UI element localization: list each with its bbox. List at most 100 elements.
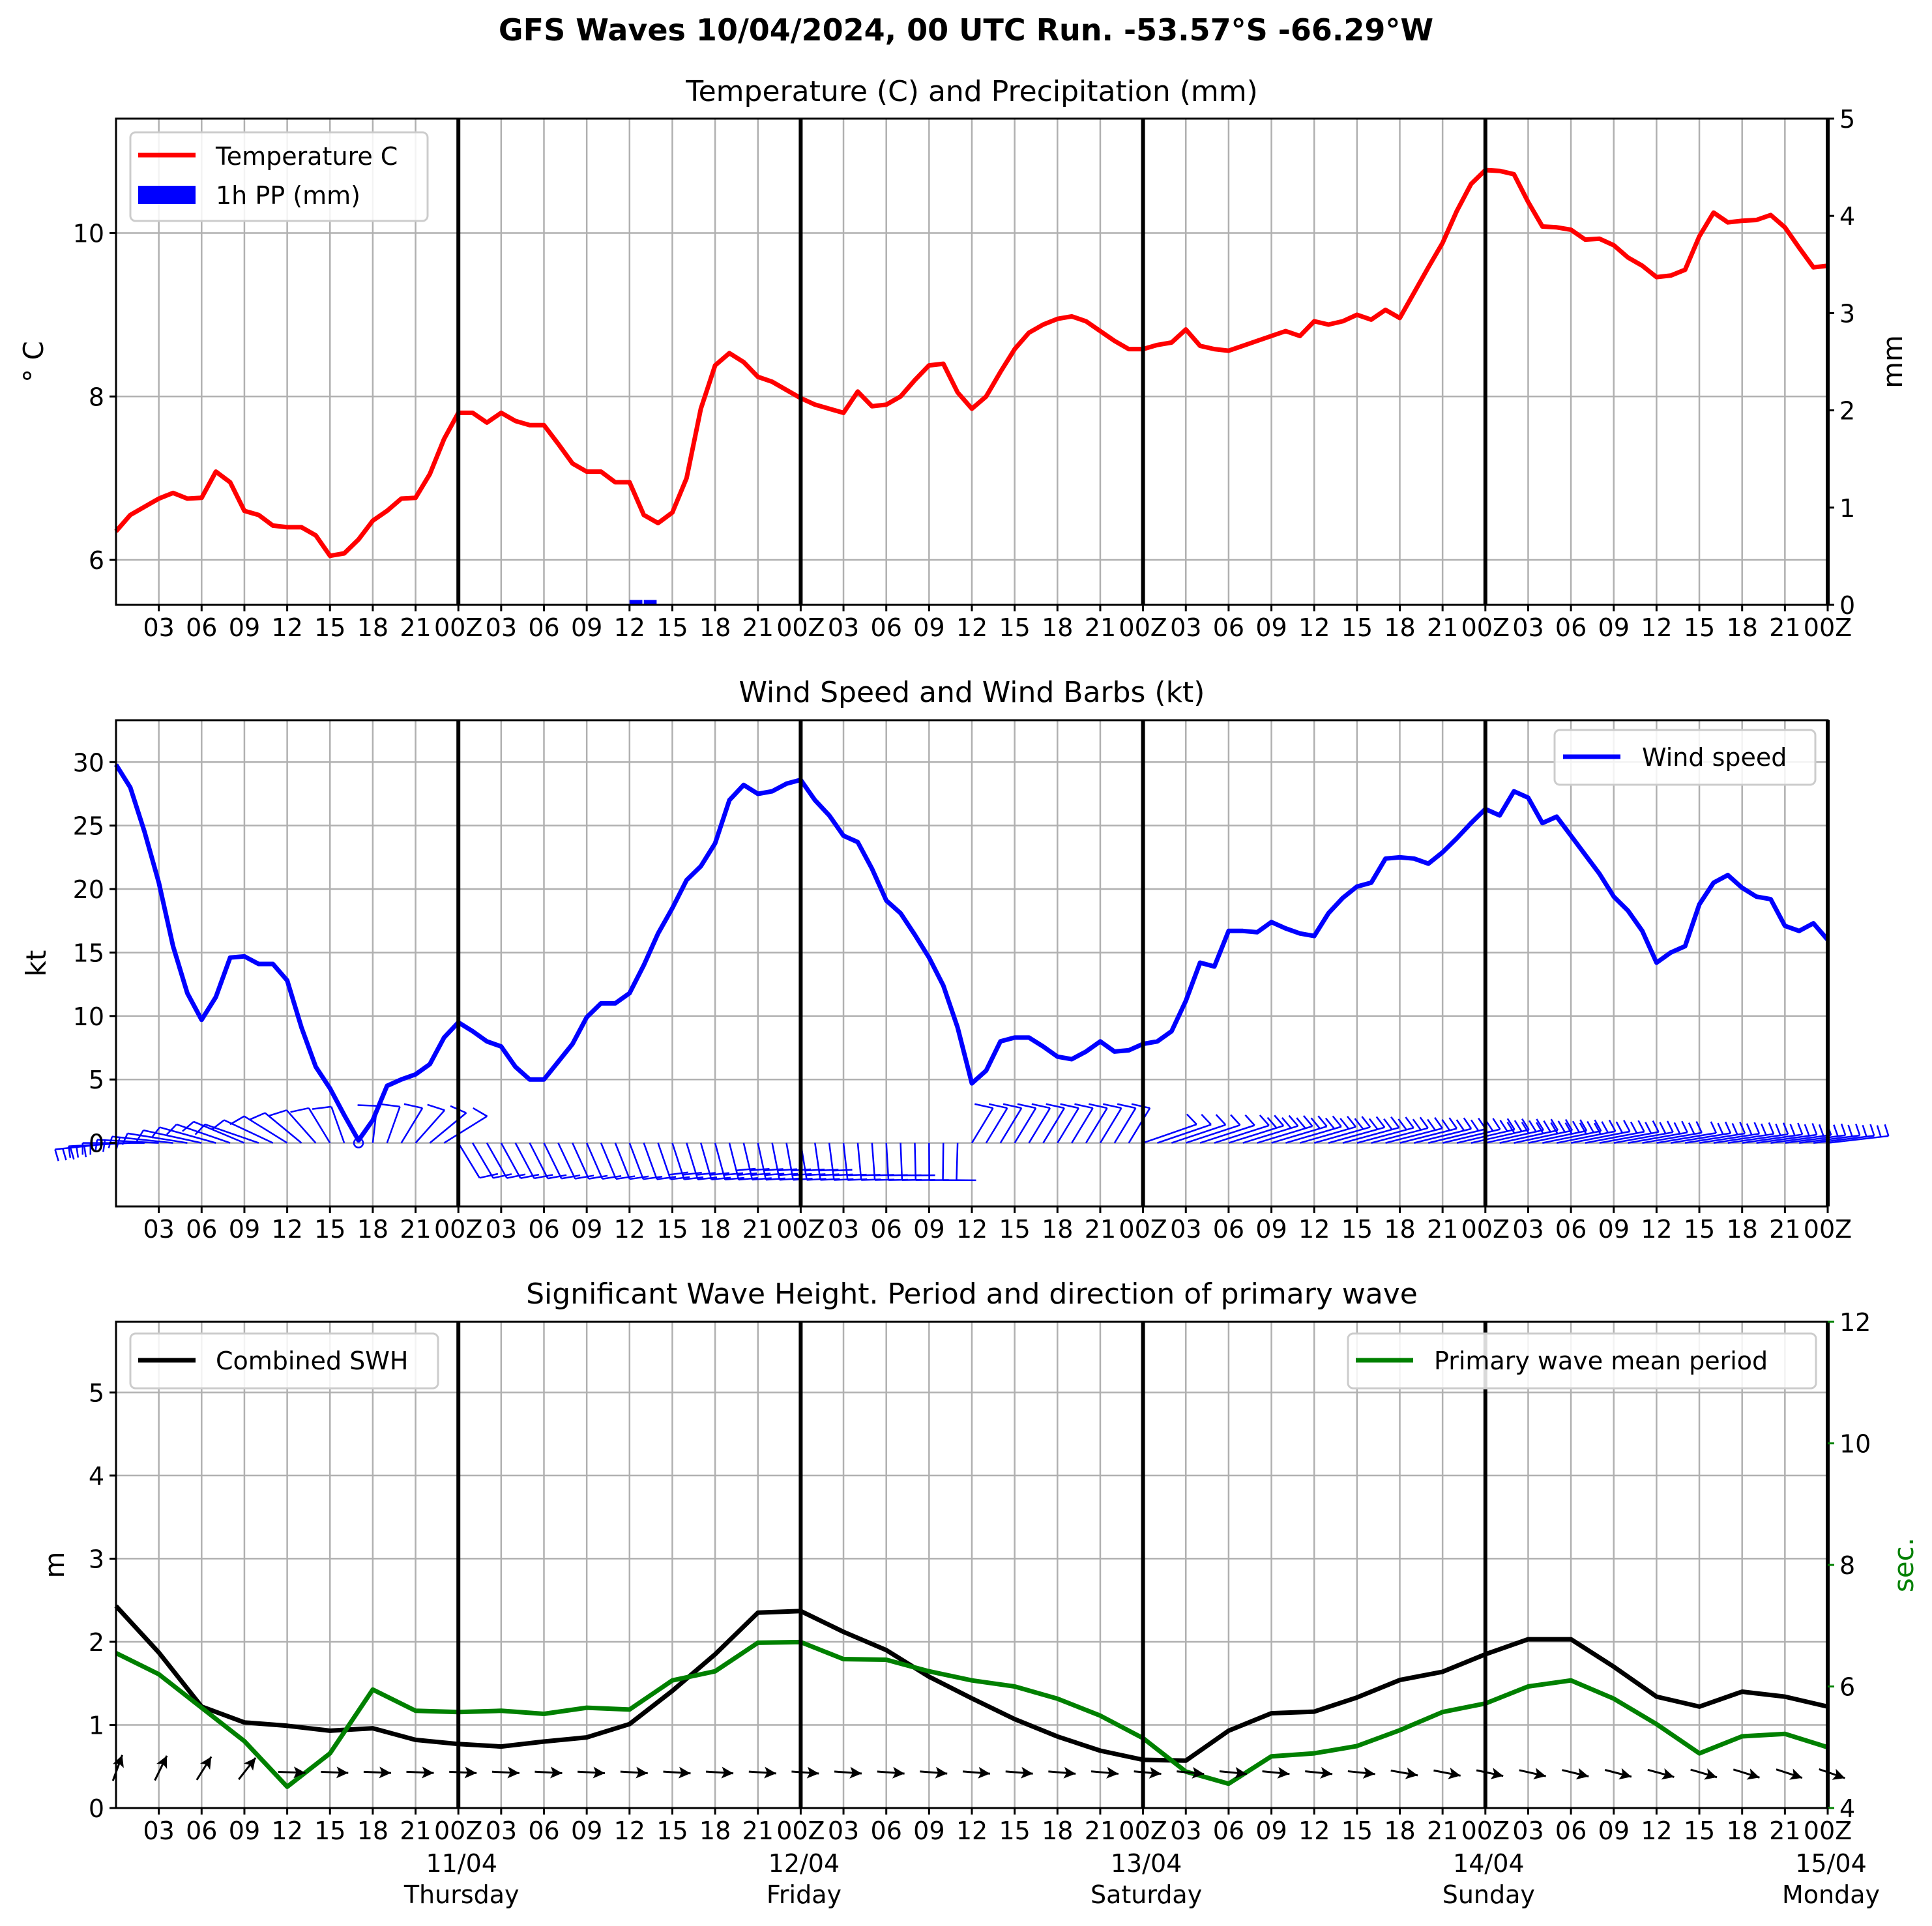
swh-legend-label: Combined SWH (216, 1347, 408, 1375)
wind-barb-flag (534, 1174, 553, 1180)
x-tick-label: 09 (571, 1215, 602, 1244)
wind-barb (700, 1143, 731, 1181)
wind-barb (1485, 1118, 1544, 1144)
period-legend-box (1347, 1332, 1817, 1390)
wind-barb (229, 1115, 288, 1144)
wind-barb-staff (1813, 1135, 1875, 1144)
x-tick-label: 18 (357, 1817, 388, 1845)
wind-barb-staff (1585, 1131, 1645, 1144)
x-tick-label: 00Z (434, 613, 482, 642)
x-tick-label: 03 (1170, 613, 1201, 642)
wind-barb (1671, 1121, 1732, 1144)
wave-panel-title: Significant Wave Height. Period and dire… (526, 1277, 1418, 1311)
wind-barb-flag (1332, 1115, 1342, 1128)
wind-barb (1257, 1115, 1313, 1144)
x-tick-label: 18 (357, 613, 388, 642)
wind-barb (757, 1143, 785, 1181)
x-tick-label: 18 (1042, 1817, 1073, 1845)
wind-barb (151, 1126, 216, 1144)
wind-barb-staff (1214, 1124, 1270, 1144)
wind-barb (1385, 1116, 1443, 1144)
wind-barb-staff (529, 1143, 549, 1179)
wind-y-ticks: 0 5 10 15 20 25 30 (73, 748, 116, 1158)
wind-barb-flag (1833, 1124, 1839, 1137)
wave-arrow-head (464, 1766, 477, 1779)
wind-barb (1827, 1124, 1890, 1144)
wind-barb-staff (643, 1143, 658, 1180)
wave-arrow-head (156, 1755, 168, 1769)
x-tick-label: 06 (186, 1215, 217, 1244)
precip-legend-label: 1h PP (mm) (216, 181, 360, 210)
wind-barb-staff (264, 1112, 302, 1144)
y-tick-label: 5 (89, 1066, 104, 1094)
wind-barb-staff (757, 1143, 767, 1180)
x-tick-label: 00Z (776, 1215, 825, 1244)
wind-barb-staff (956, 1143, 959, 1180)
wind-barb-flag (656, 1176, 677, 1180)
wind-barb-staff (458, 1142, 480, 1178)
wind-barb-flag (1659, 1122, 1667, 1134)
wind-barb-staff (543, 1143, 563, 1179)
wind-barb-flag (1506, 1118, 1515, 1130)
wind-barb-flag (669, 1171, 688, 1176)
wind-barb-staff (96, 1139, 159, 1144)
x-tick-label: 15 (314, 1817, 345, 1845)
x-tick-label: 06 (528, 613, 559, 642)
wind-legend: Wind speed (1553, 729, 1817, 786)
x-tick-label: 09 (1255, 613, 1287, 642)
x-tick-label: 03 (1512, 1215, 1544, 1244)
wind-barb-staff (686, 1143, 699, 1180)
wind-barb (714, 1143, 745, 1181)
x-tick-label: 09 (1598, 1215, 1630, 1244)
wind-barb-calm (353, 1137, 364, 1148)
wave-direction-arrow (1005, 1766, 1033, 1779)
y-tick-label: 25 (73, 812, 104, 841)
y-right-tick-label: 4 (1839, 1794, 1855, 1823)
wind-barb-staff (1770, 1134, 1832, 1144)
x-tick-label: 03 (143, 1215, 174, 1244)
wind-barb-flag (493, 1173, 512, 1179)
wind-barb-flag (710, 1172, 730, 1176)
wind-barb-staff (1271, 1126, 1327, 1144)
wave-direction-arrow (962, 1766, 991, 1779)
wind-barb-flag (1587, 1120, 1594, 1133)
wind-barb-staff (1157, 1124, 1212, 1144)
wave-direction-arrow (877, 1766, 905, 1779)
wind-barb-flag (403, 1103, 423, 1109)
y-right-tick-label: 2 (1839, 397, 1855, 426)
wind-barb (357, 1104, 378, 1143)
wind-barb-flag (211, 1119, 225, 1130)
wave-arrow-head (1149, 1766, 1162, 1779)
temperature-panel: Temperature (C) and Precipitation (mm) 6… (18, 75, 1909, 642)
wind-barb-flag (1470, 1119, 1480, 1131)
wind-barb (1143, 1113, 1197, 1144)
x-tick-label: 18 (1042, 1215, 1073, 1244)
wind-barb-flag (1550, 1122, 1559, 1134)
wind-barb (1528, 1119, 1588, 1144)
wind-barb-flag (1506, 1121, 1515, 1134)
x-tick-label: 03 (143, 613, 174, 642)
wave-direction-arrow (663, 1766, 691, 1779)
wave-arrow-head (507, 1766, 520, 1779)
wind-barb-flag (1753, 1122, 1761, 1134)
wind-barb-flag (136, 1130, 145, 1142)
wind-barb-flag (1368, 1118, 1379, 1130)
x-tick-label: 00Z (434, 1817, 482, 1845)
wind-barb (166, 1123, 231, 1144)
y-tick-label: 5 (89, 1379, 104, 1407)
wave-direction-arrow (748, 1766, 776, 1779)
wind-barb-flag (1594, 1122, 1602, 1135)
wave-arrow-head (1405, 1767, 1418, 1779)
wind-barb-staff (828, 1143, 835, 1180)
wind-barb-staff (143, 1129, 202, 1144)
x-tick-label: 12 (271, 1215, 302, 1244)
wind-barb-flag (1405, 1116, 1414, 1129)
y-right-tick-label: 8 (1839, 1551, 1855, 1580)
wind-barb-flag (1441, 1119, 1451, 1131)
wave-direction-arrow (920, 1766, 948, 1779)
wind-barb-flag (1492, 1118, 1501, 1130)
day-label-date: 14/04 (1453, 1849, 1525, 1878)
wind-barb-staff (1414, 1128, 1472, 1144)
x-tick-label: 00Z (1461, 1215, 1510, 1244)
